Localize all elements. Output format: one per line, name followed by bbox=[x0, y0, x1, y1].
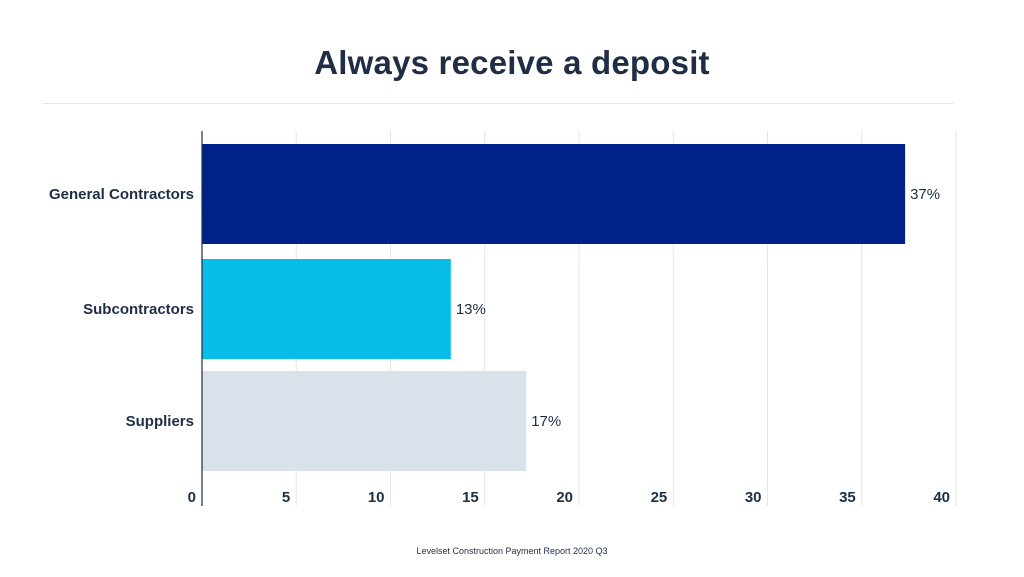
value-label: 17% bbox=[531, 413, 561, 430]
value-label: 13% bbox=[456, 301, 486, 318]
bar-suppliers bbox=[202, 371, 527, 471]
title-divider bbox=[42, 103, 954, 104]
x-tick-label: 15 bbox=[462, 489, 479, 506]
bar-subcontractors bbox=[202, 259, 451, 359]
bar-general-contractors bbox=[202, 144, 906, 244]
category-label: Suppliers bbox=[126, 413, 194, 430]
source-note: Levelset Construction Payment Report 202… bbox=[416, 546, 608, 556]
chart-title: Always receive a deposit bbox=[314, 44, 710, 81]
category-label: General Contractors bbox=[49, 186, 194, 203]
category-label: Subcontractors bbox=[83, 301, 194, 318]
x-tick-label: 40 bbox=[933, 489, 950, 506]
x-tick-label: 5 bbox=[282, 489, 290, 506]
value-label: 37% bbox=[910, 186, 940, 203]
x-tick-label: 0 bbox=[188, 489, 196, 506]
x-tick-label: 25 bbox=[651, 489, 668, 506]
x-tick-label: 20 bbox=[556, 489, 573, 506]
x-tick-label: 10 bbox=[368, 489, 385, 506]
x-tick-label: 35 bbox=[839, 489, 856, 506]
x-tick-label: 30 bbox=[745, 489, 762, 506]
